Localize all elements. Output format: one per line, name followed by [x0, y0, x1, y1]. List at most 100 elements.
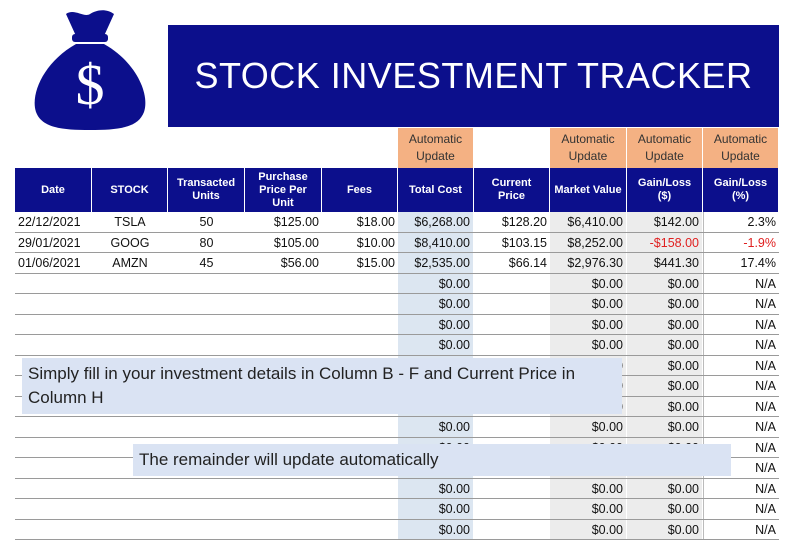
cell: $128.20 [474, 212, 550, 233]
column-header: Gain/Loss (%) [703, 168, 779, 212]
cell: N/A [703, 335, 779, 356]
cell: $0.00 [627, 417, 703, 438]
cell: 2.3% [703, 212, 779, 233]
cell: $18.00 [322, 212, 398, 233]
cell: $0.00 [550, 274, 627, 295]
empty-cell [92, 315, 168, 336]
empty-cell [474, 499, 550, 520]
column-header: Current Price [474, 168, 550, 212]
cell: $6,268.00 [398, 212, 474, 233]
empty-cell [245, 499, 322, 520]
cell: AMZN [92, 253, 168, 274]
cell: $2,535.00 [398, 253, 474, 274]
cell: $0.00 [398, 417, 474, 438]
cell: $105.00 [245, 233, 322, 254]
auto-update-label: Automatic Update [627, 128, 702, 168]
empty-cell [322, 274, 398, 295]
cell: $0.00 [627, 376, 703, 397]
cell: $0.00 [398, 479, 474, 500]
cell: N/A [703, 479, 779, 500]
cell: $0.00 [398, 274, 474, 295]
cell: N/A [703, 356, 779, 377]
empty-cell [322, 417, 398, 438]
empty-cell [92, 479, 168, 500]
cell: $6,410.00 [550, 212, 627, 233]
cell: N/A [703, 397, 779, 418]
empty-cell [322, 479, 398, 500]
cell: 17.4% [703, 253, 779, 274]
empty-cell [245, 315, 322, 336]
cell: $0.00 [550, 520, 627, 540]
empty-cell [322, 335, 398, 356]
cell: $0.00 [627, 520, 703, 540]
empty-cell [245, 417, 322, 438]
cell: $0.00 [398, 294, 474, 315]
cell: N/A [703, 520, 779, 540]
empty-cell [245, 294, 322, 315]
cell: 45 [168, 253, 245, 274]
empty-cell [474, 520, 550, 540]
empty-cell [15, 479, 92, 500]
cell: $8,410.00 [398, 233, 474, 254]
cell: $0.00 [398, 335, 474, 356]
empty-cell [15, 315, 92, 336]
cell: $0.00 [627, 397, 703, 418]
cell: $0.00 [627, 335, 703, 356]
cell: 50 [168, 212, 245, 233]
column-header: Total Cost [398, 168, 474, 212]
column-header: Purchase Price Per Unit [245, 168, 322, 212]
cell: GOOG [92, 233, 168, 254]
cell: $66.14 [474, 253, 550, 274]
cell: $441.30 [627, 253, 703, 274]
empty-cell [15, 520, 92, 540]
instruction-note: The remainder will update automatically [133, 444, 731, 476]
cell: $8,252.00 [550, 233, 627, 254]
empty-cell [168, 479, 245, 500]
empty-cell [168, 315, 245, 336]
cell: $0.00 [550, 479, 627, 500]
empty-cell [168, 274, 245, 295]
cell: $0.00 [627, 499, 703, 520]
auto-update-label: Automatic Update [398, 128, 473, 168]
empty-cell [245, 479, 322, 500]
column-header: Market Value [550, 168, 627, 212]
empty-cell [322, 499, 398, 520]
empty-cell [92, 335, 168, 356]
cell: $2,976.30 [550, 253, 627, 274]
cell: $0.00 [627, 294, 703, 315]
cell: $56.00 [245, 253, 322, 274]
empty-cell [474, 274, 550, 295]
empty-cell [15, 274, 92, 295]
title-banner: STOCK INVESTMENT TRACKER [168, 25, 779, 127]
auto-update-label: Automatic Update [550, 128, 626, 168]
cell: $0.00 [398, 499, 474, 520]
empty-cell [92, 499, 168, 520]
empty-cell [474, 417, 550, 438]
empty-cell [92, 520, 168, 540]
empty-cell [168, 335, 245, 356]
title: STOCK INVESTMENT TRACKER [194, 55, 752, 97]
cell: N/A [703, 499, 779, 520]
empty-cell [92, 294, 168, 315]
cell: $0.00 [398, 520, 474, 540]
cell: N/A [703, 294, 779, 315]
cell: $15.00 [322, 253, 398, 274]
cell: N/A [703, 274, 779, 295]
cell: $0.00 [627, 274, 703, 295]
cell: 01/06/2021 [15, 253, 92, 274]
cell: $0.00 [550, 335, 627, 356]
cell: N/A [703, 417, 779, 438]
empty-cell [15, 499, 92, 520]
cell: $103.15 [474, 233, 550, 254]
cell: $0.00 [627, 479, 703, 500]
empty-cell [168, 294, 245, 315]
empty-cell [245, 335, 322, 356]
empty-cell [168, 499, 245, 520]
instruction-note: Simply fill in your investment details i… [22, 358, 622, 414]
empty-cell [474, 315, 550, 336]
cell: -1.9% [703, 233, 779, 254]
cell: $0.00 [550, 499, 627, 520]
empty-cell [322, 520, 398, 540]
cell: N/A [703, 315, 779, 336]
